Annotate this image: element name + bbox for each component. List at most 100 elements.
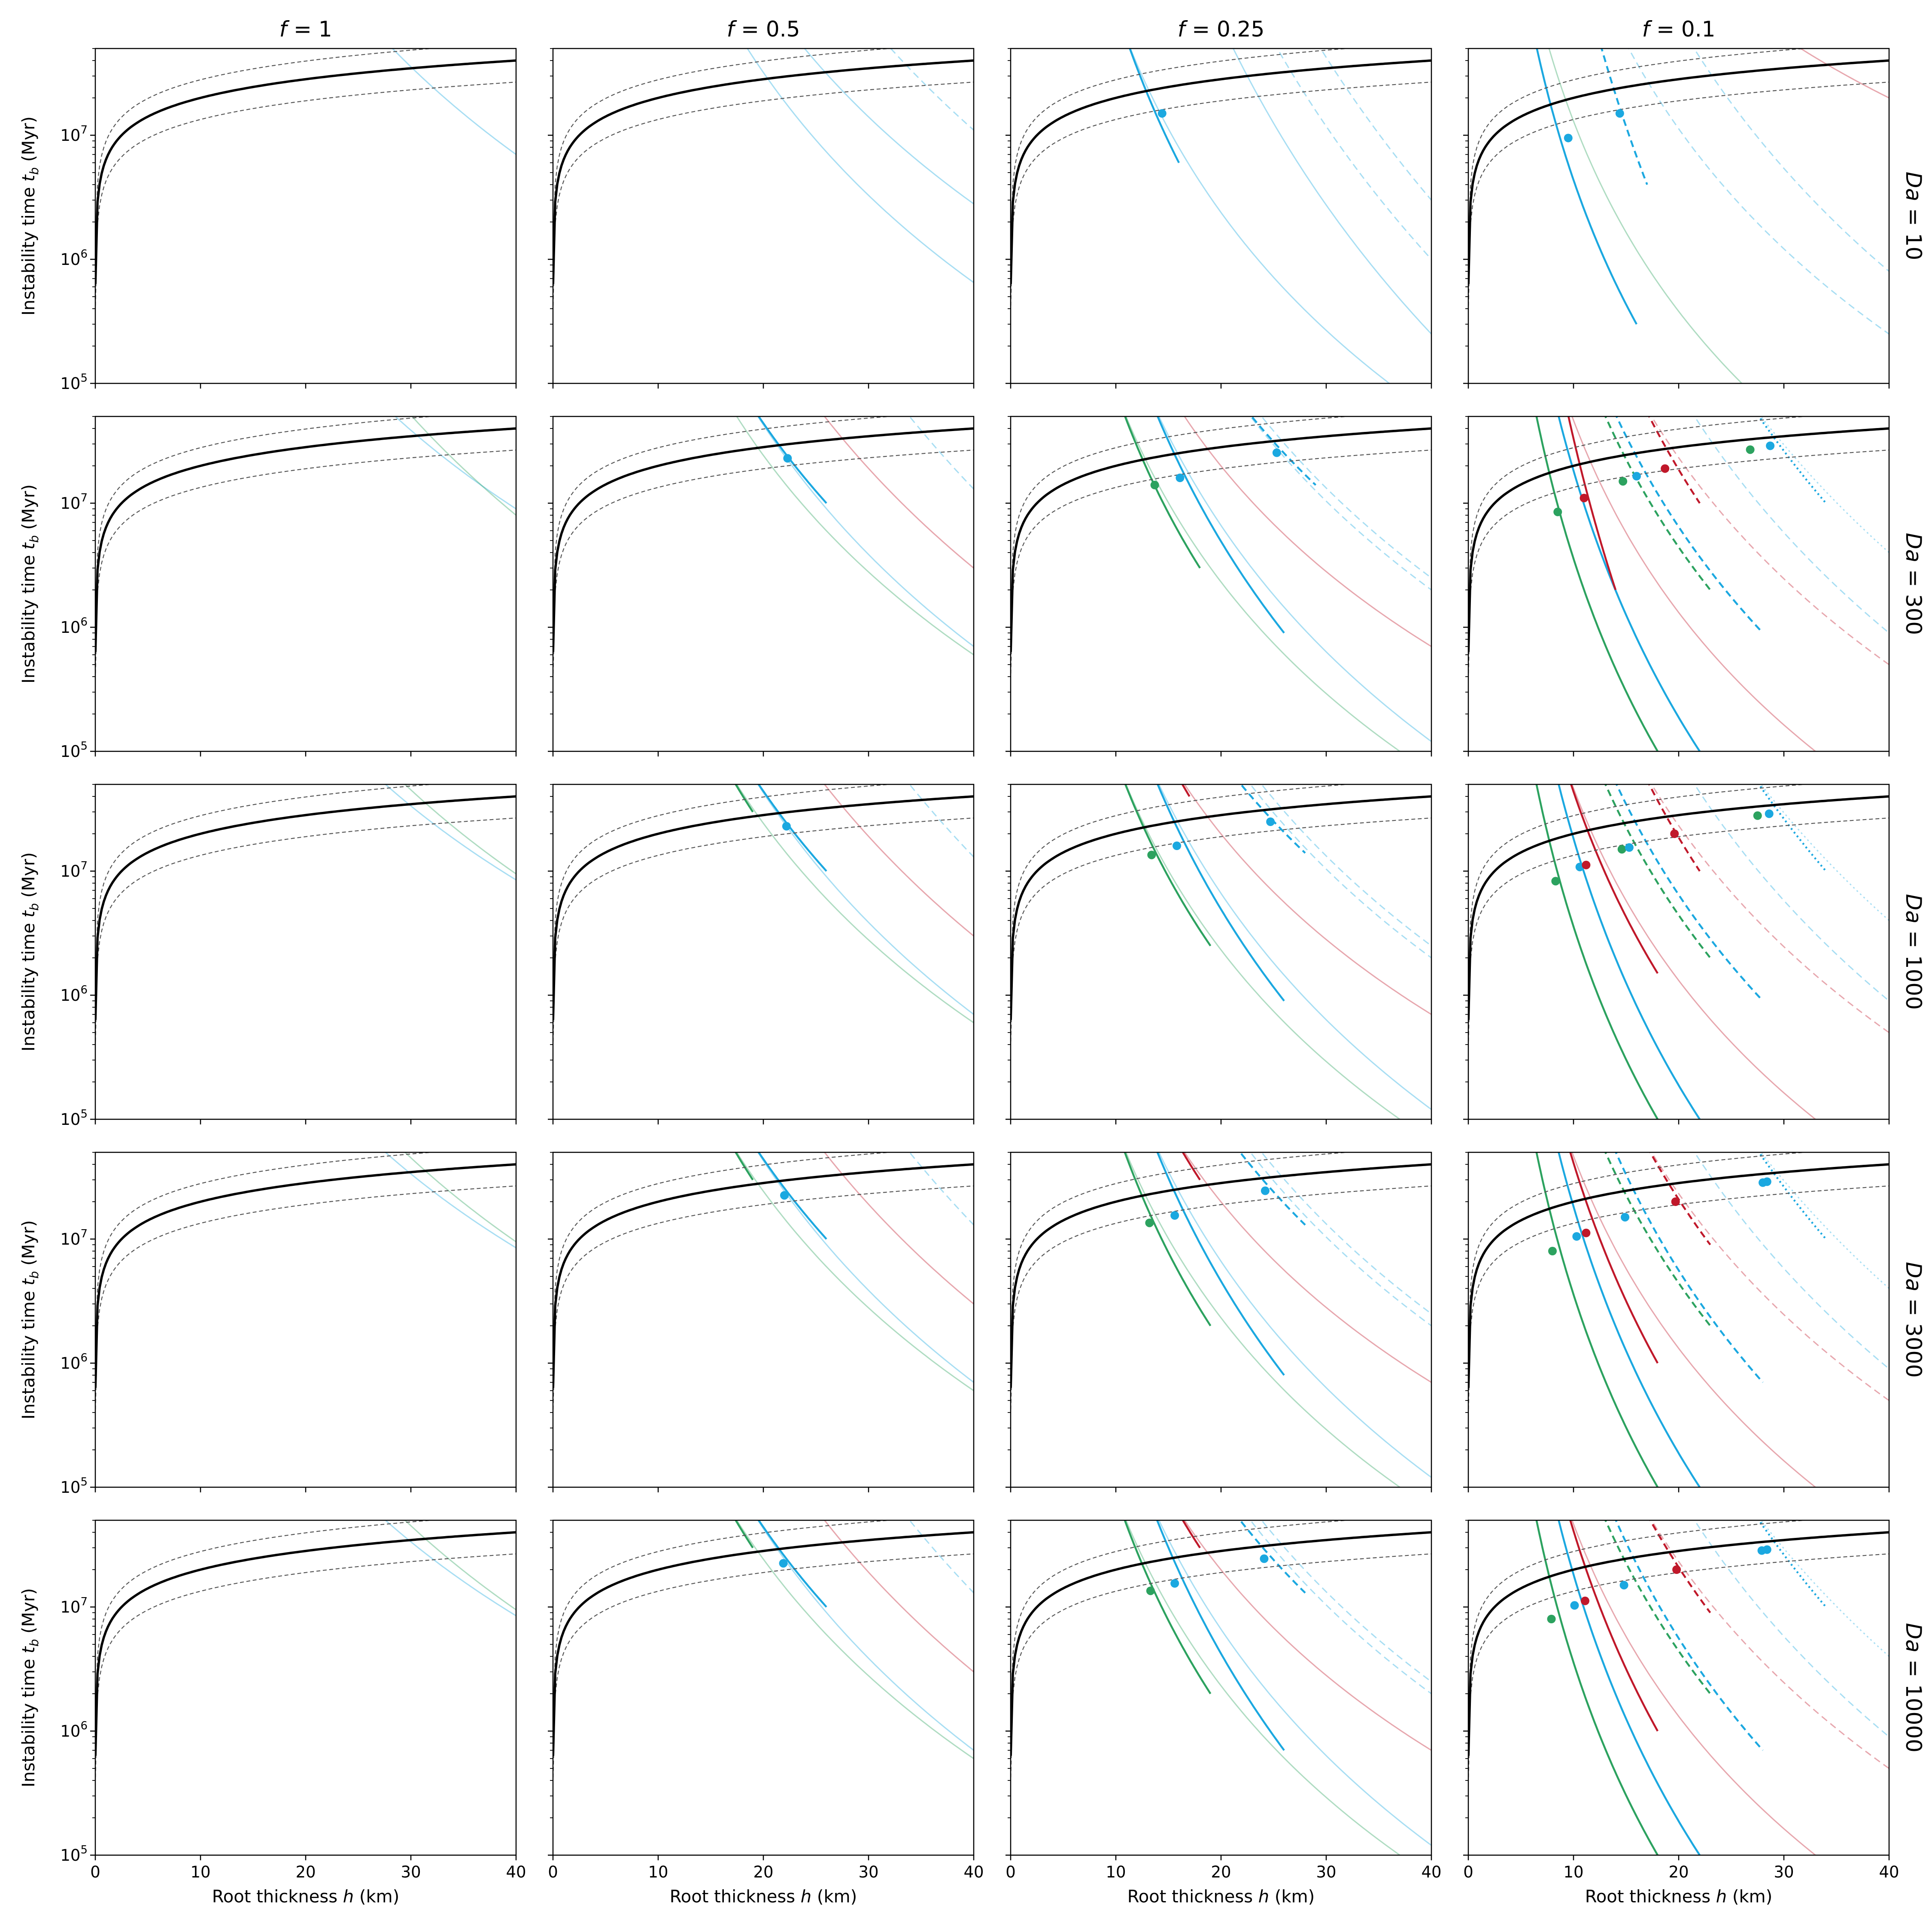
y-tick-label: 106 xyxy=(60,1719,88,1741)
lower-envelope-line xyxy=(95,82,516,306)
plot-area xyxy=(95,49,516,306)
series-line-red-dashed xyxy=(1651,416,1889,665)
series-line-blue-dashed xyxy=(1693,49,1889,272)
plot-area xyxy=(1468,784,1889,1119)
series-line-blue-solid xyxy=(1156,1520,1285,1751)
series-line-blue-solid xyxy=(1558,784,1701,1119)
x-tick-label: 40 xyxy=(506,1863,526,1881)
series-line-blue-dashed xyxy=(1250,416,1317,486)
series-line-blue-dotted xyxy=(1760,1152,1889,1289)
lower-envelope-line xyxy=(1011,1185,1431,1410)
row-title-0: Da = 10 xyxy=(1901,172,1926,260)
series-line-blue-dashed xyxy=(1249,1520,1431,1695)
row-title-1: Da = 300 xyxy=(1901,533,1926,635)
series-line-blue-dashed xyxy=(908,784,974,858)
intersection-point xyxy=(1762,1177,1771,1186)
upper-envelope-line xyxy=(553,49,895,266)
panel-r3-c0: 105 106 107 Instability time tb (Myr) xyxy=(19,1151,517,1497)
panel-r3-c2 xyxy=(1005,1151,1432,1492)
series-line-blue-dotted xyxy=(1758,1520,1827,1608)
x-tick-label: 10 xyxy=(1106,1863,1126,1881)
series-line-red-solid xyxy=(823,1520,974,1673)
series-line-green-dashed xyxy=(1604,1152,1711,1327)
upper-envelope-line xyxy=(553,416,895,634)
series-line-blue-dashed xyxy=(1320,49,1431,201)
series-line-red-solid xyxy=(823,1152,974,1305)
upper-envelope-line xyxy=(1468,784,1810,1002)
series-line-green-solid xyxy=(404,1152,516,1242)
upper-envelope-line xyxy=(1468,49,1810,266)
intersection-point xyxy=(1260,1554,1269,1563)
y-tick-label: 107 xyxy=(60,860,88,881)
upper-envelope-line xyxy=(553,1520,895,1738)
intersection-point xyxy=(1548,1247,1557,1256)
upper-envelope-line xyxy=(553,784,895,1002)
series-line-blue-solid xyxy=(384,1520,516,1616)
plot-area xyxy=(553,416,974,674)
reference-curve xyxy=(1468,1531,1889,1756)
lower-envelope-line xyxy=(95,450,516,674)
y-tick-label: 106 xyxy=(60,1352,88,1373)
series-line-green-dashed xyxy=(1604,1520,1711,1695)
panel-r0-c3 xyxy=(1463,48,1890,389)
series-line-blue-dashed xyxy=(1261,1152,1431,1315)
y-tick-label: 105 xyxy=(60,1476,88,1497)
x-axis-label: Root thickness h (km) xyxy=(670,1887,857,1907)
series-line-red-dashed xyxy=(1648,416,1701,504)
upper-envelope-line xyxy=(1011,49,1352,266)
plot-area xyxy=(95,416,516,674)
axes-frame xyxy=(94,48,517,384)
panel-r0-c1 xyxy=(548,48,975,389)
series-line-blue-solid xyxy=(757,416,827,504)
intersection-point xyxy=(1570,1601,1579,1610)
reference-curve xyxy=(1468,59,1889,284)
series-line-blue-dashed xyxy=(1249,416,1431,591)
intersection-point xyxy=(1621,1213,1630,1222)
series-line-green-solid xyxy=(1125,416,1400,751)
series-line-blue-dashed xyxy=(1694,416,1889,634)
x-tick-label: 0 xyxy=(1463,1863,1473,1881)
lower-envelope-line xyxy=(553,817,974,1042)
intersection-point xyxy=(1582,1228,1591,1237)
x-tick-label: 30 xyxy=(401,1863,421,1881)
reference-curve xyxy=(95,1163,516,1388)
panel-r1-c2 xyxy=(1005,416,1432,756)
plot-area xyxy=(95,1152,516,1410)
lower-envelope-line xyxy=(553,82,974,306)
series-line-blue-solid xyxy=(384,1152,516,1249)
series-line-red-solid xyxy=(1570,784,1659,974)
series-line-blue-solid xyxy=(757,1520,974,1751)
lower-envelope-line xyxy=(553,1553,974,1777)
lower-envelope-line xyxy=(1468,450,1889,674)
lower-envelope-line xyxy=(1011,1553,1431,1777)
lower-envelope-line xyxy=(1011,817,1431,1042)
x-tick-label: 10 xyxy=(1563,1863,1583,1881)
series-line-blue-dashed xyxy=(1261,784,1431,947)
intersection-point xyxy=(1753,811,1762,820)
plot-area xyxy=(95,784,516,1042)
series-line-blue-solid xyxy=(1558,1152,1701,1487)
series-line-green-solid xyxy=(1125,1152,1400,1487)
panel-r2-c1 xyxy=(548,784,975,1124)
upper-envelope-line xyxy=(553,1152,895,1370)
intersection-point xyxy=(1176,474,1185,483)
lower-envelope-line xyxy=(553,450,974,674)
intersection-point xyxy=(1145,1218,1154,1227)
series-line-blue-solid xyxy=(384,784,516,881)
series-line-blue-dashed xyxy=(1276,49,1431,260)
series-line-blue-solid xyxy=(757,1152,974,1383)
series-line-green-solid xyxy=(1535,1520,1659,1855)
x-tick-label: 20 xyxy=(753,1863,773,1881)
series-line-red-solid xyxy=(1571,1152,1816,1487)
intersection-point xyxy=(1547,1615,1556,1624)
series-line-green-solid xyxy=(404,784,516,875)
series-line-red-solid xyxy=(1184,784,1431,1015)
lower-envelope-line xyxy=(553,1185,974,1410)
x-tick-label: 30 xyxy=(1316,1863,1336,1881)
series-line-blue-solid xyxy=(757,784,974,1015)
series-line-red-solid xyxy=(1184,416,1431,647)
panel-r2-c0: 105 106 107 Instability time tb (Myr) xyxy=(19,784,517,1129)
panel-r2-c3 xyxy=(1463,784,1890,1124)
series-line-blue-dashed xyxy=(1239,1520,1306,1594)
series-line-blue-solid xyxy=(1156,1152,1285,1376)
